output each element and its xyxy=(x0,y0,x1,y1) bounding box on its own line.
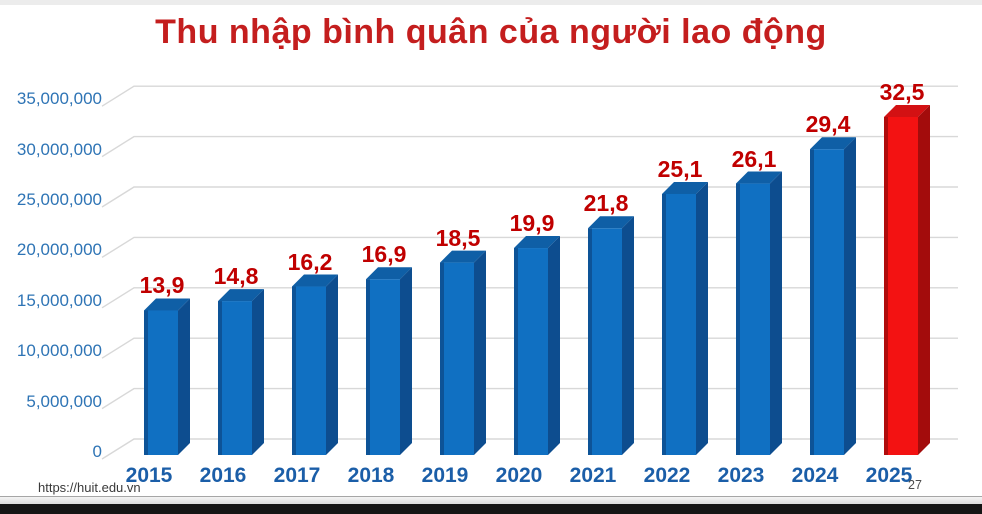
bar-side-face-2016 xyxy=(252,289,264,455)
bar-2018 xyxy=(366,279,400,455)
bar-value-label-2016: 14,8 xyxy=(213,263,259,290)
bar-2015 xyxy=(144,310,178,455)
bar-top-face-2022 xyxy=(662,181,708,194)
bar-2019 xyxy=(440,262,474,455)
bar-side-face-2017 xyxy=(326,274,338,455)
bar-side-face-2025 xyxy=(918,105,930,455)
x-axis-label-2018: 2018 xyxy=(347,464,395,487)
bar-value-label-2021: 21,8 xyxy=(583,190,629,217)
bar-side-face-2022 xyxy=(696,181,708,455)
x-axis-label-2019: 2019 xyxy=(421,464,469,487)
y-axis-tick-label: 10,000,000 xyxy=(16,341,102,361)
bar-2020 xyxy=(514,248,548,455)
y-axis-tick-label: 5,000,000 xyxy=(26,391,102,411)
y-axis-tick-label: 20,000,000 xyxy=(16,240,102,260)
bar-top-face-2021 xyxy=(588,216,634,229)
bar-value-label-2015: 13,9 xyxy=(139,272,185,299)
bar-left-bevel-2023 xyxy=(736,183,740,455)
bottom-gray-strip xyxy=(0,496,982,504)
top-edge-strip xyxy=(0,0,982,5)
bar-value-label-2022: 25,1 xyxy=(657,155,703,182)
gridline xyxy=(101,85,958,107)
bottom-black-strip xyxy=(0,504,982,514)
bar-side-face-2021 xyxy=(622,216,634,455)
bar-side-face-2023 xyxy=(770,171,782,455)
bar-side-face-2018 xyxy=(400,267,412,455)
x-axis-label-2020: 2020 xyxy=(495,464,543,487)
source-url-link[interactable]: https://huit.edu.vn xyxy=(38,480,141,495)
bar-2016 xyxy=(218,301,252,455)
bar-2021 xyxy=(588,228,622,455)
x-axis-label-2023: 2023 xyxy=(717,464,765,487)
bar-2024 xyxy=(810,149,844,456)
bar-left-bevel-2020 xyxy=(514,248,518,455)
bar-value-label-2019: 18,5 xyxy=(435,224,481,251)
x-axis-label-2015: 2015 xyxy=(125,464,173,487)
bar-2025 xyxy=(884,117,918,455)
slide-number: 27 xyxy=(908,478,922,492)
bar-top-face-2017 xyxy=(292,274,338,287)
bar-value-label-2018: 16,9 xyxy=(361,241,407,268)
bar-left-bevel-2016 xyxy=(218,301,222,455)
bar-side-face-2020 xyxy=(548,236,560,455)
chart-title: Thu nhập bình quân của người lao động xyxy=(155,13,827,51)
bar-left-bevel-2018 xyxy=(366,279,370,455)
y-axis-tick-label: 0 xyxy=(92,442,102,461)
x-axis-label-2017: 2017 xyxy=(273,464,321,487)
bar-side-face-2015 xyxy=(178,298,190,455)
bar-top-face-2020 xyxy=(514,236,560,249)
bar-left-bevel-2024 xyxy=(810,149,814,456)
bar-value-label-2020: 19,9 xyxy=(509,210,555,237)
x-axis-label-2022: 2022 xyxy=(643,464,691,487)
bar-top-face-2019 xyxy=(440,250,486,263)
y-axis-tick-label: 25,000,000 xyxy=(16,190,102,209)
bar-side-face-2019 xyxy=(474,250,486,455)
bar-left-bevel-2017 xyxy=(292,286,296,455)
bar-value-label-2023: 26,1 xyxy=(731,145,777,172)
bar-top-face-2016 xyxy=(218,289,264,302)
bar-side-face-2024 xyxy=(844,137,856,456)
bar-value-label-2025: 32,5 xyxy=(879,79,925,105)
bar-top-face-2015 xyxy=(144,298,190,311)
y-axis-tick-label: 35,000,000 xyxy=(16,89,102,109)
bar-2022 xyxy=(662,193,696,455)
bar-top-face-2025 xyxy=(884,105,930,117)
bar-left-bevel-2025 xyxy=(884,117,888,455)
x-axis-label-2024: 2024 xyxy=(791,464,839,487)
bar-top-face-2024 xyxy=(810,137,856,150)
bar-top-face-2018 xyxy=(366,267,412,280)
bar-top-face-2023 xyxy=(736,171,782,184)
gridline xyxy=(101,135,958,158)
bar-left-bevel-2019 xyxy=(440,262,444,455)
bar-left-bevel-2022 xyxy=(662,193,666,455)
bar-value-label-2024: 29,4 xyxy=(805,111,851,138)
x-axis-label-2021: 2021 xyxy=(569,464,617,487)
bar-value-label-2017: 16,2 xyxy=(287,248,333,275)
x-axis-label-2016: 2016 xyxy=(199,464,247,487)
y-axis-tick-label: 30,000,000 xyxy=(16,139,102,159)
bar-2017 xyxy=(292,286,326,455)
bar-2023 xyxy=(736,183,770,455)
bar-left-bevel-2021 xyxy=(588,228,592,455)
x-axis-label-2025: 2025 xyxy=(865,464,913,487)
bar-left-bevel-2015 xyxy=(144,310,148,455)
y-axis-tick-label: 15,000,000 xyxy=(16,290,102,310)
